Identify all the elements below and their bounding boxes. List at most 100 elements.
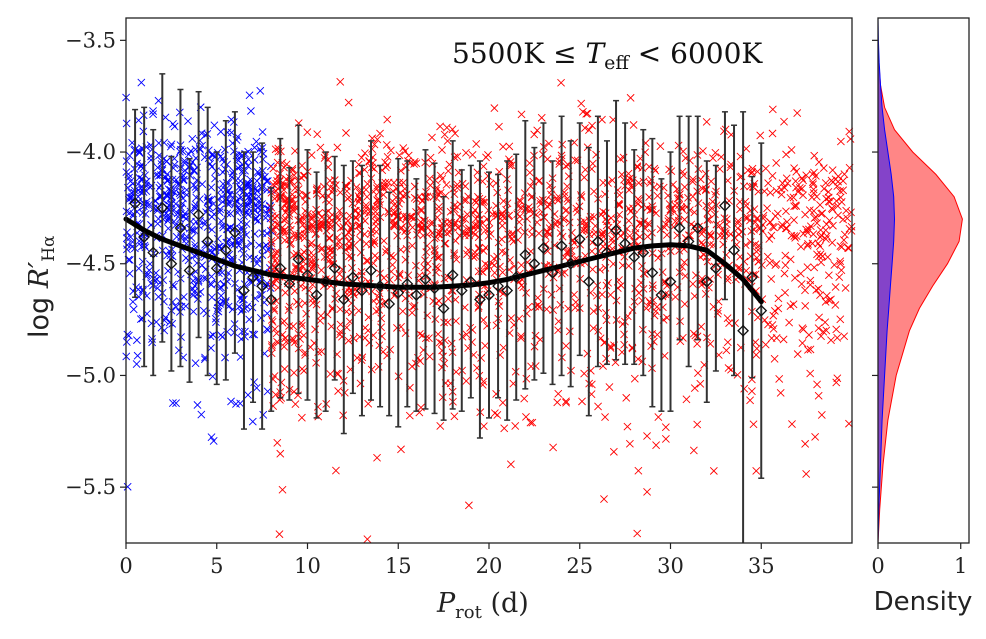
scatter-point [844,244,853,253]
scatter-point [840,170,849,179]
scatter-point [680,183,689,191]
scatter-point [813,219,821,228]
scatter-point [443,137,452,145]
scatter-point [166,142,175,151]
median-marker [591,235,604,248]
scatter-point [832,325,841,334]
scatter-point [834,177,843,186]
scatter-point [256,86,265,95]
median-marker [129,197,141,210]
scatter-point [235,302,244,311]
scatter-point [352,183,361,192]
scatter-point [362,256,371,265]
density-areas [877,17,963,544]
scatter-point [276,449,285,458]
scatter-point [364,399,373,408]
scatter-point [326,176,334,185]
scatter-point [775,374,784,383]
scatter-point [631,224,640,233]
scatter-point [356,248,365,257]
scatter-point [246,107,255,115]
median-marker [319,275,332,288]
scatter-point [272,329,281,338]
scatter-point [583,349,592,358]
scatter-point [225,190,234,199]
scatter-point [768,171,777,180]
scatter-point [816,291,824,300]
scatter-point [280,365,289,373]
scatter-point [831,301,840,309]
scatter-point [671,293,680,301]
scatter-point [792,202,801,211]
scatter-point [836,137,845,146]
scatter-point [805,206,814,215]
scatter-point [390,209,399,218]
scatter-point [416,218,425,226]
scatter-point [162,157,171,166]
scatter-point [326,260,335,268]
scatter-point [531,331,540,340]
scatter-point [250,143,259,152]
scatter-point [598,290,606,299]
scatter-point [588,121,597,130]
scatter-point [139,287,147,295]
scatter-point [262,177,271,186]
scatter-point [253,177,261,185]
scatter-point [389,201,398,210]
scatter-point [317,213,326,222]
scatter-point [299,262,307,271]
scatter-point [599,178,608,187]
scatter-point [490,254,498,263]
median-marker [228,226,241,239]
scatter-point [317,245,326,254]
scatter-point [217,185,225,194]
scatter-point [782,207,790,216]
scatter-point [598,115,606,124]
scatter-point [620,175,628,184]
main-scatter-plot: 0 5 10 15 20 25 30 35 −3.5 −4.0 −4.5 −5.0 −5.5 5500… [24,17,856,623]
scatter-point [706,231,715,239]
scatter-point [834,211,843,220]
scatter-point [362,201,370,210]
scatter-point [153,206,162,215]
scatter-point [706,232,715,241]
scatter-point [125,269,134,278]
scatter-point [253,259,262,268]
median-marker [519,248,532,261]
scatter-point [504,230,513,239]
scatter-point [227,115,236,124]
scatter-point [652,209,660,218]
scatter-point [189,181,198,190]
scatter-point [554,326,563,335]
scatter-point [661,423,670,432]
scatter-point [435,228,444,237]
scatter-point [803,241,812,250]
scatter-point [765,259,774,267]
scatter-point [831,283,840,291]
scatter-point [132,336,141,345]
scatter-point [435,297,443,305]
scatter-point [236,295,245,303]
median-marker [537,242,550,255]
scatter-point [169,119,177,128]
scatter-point [163,251,171,260]
scatter-point [236,224,244,233]
scatter-point [589,324,598,333]
scatter-point [778,220,787,229]
scatter-point [370,239,379,248]
y-tick-label: −5.0 [65,363,116,387]
scatter-point [809,180,817,189]
scatter-point [395,151,404,160]
scatter-point [802,171,811,180]
scatter-point [347,299,356,308]
scatter-point [731,319,739,328]
y-tick-label: −5.5 [65,475,116,499]
scatter-point [471,206,479,214]
scatter-point [772,159,781,167]
scatter-point [810,214,819,222]
scatter-point [291,147,299,155]
scatter-point [652,441,661,450]
scatter-point [747,169,756,178]
scatter-point [562,398,571,407]
